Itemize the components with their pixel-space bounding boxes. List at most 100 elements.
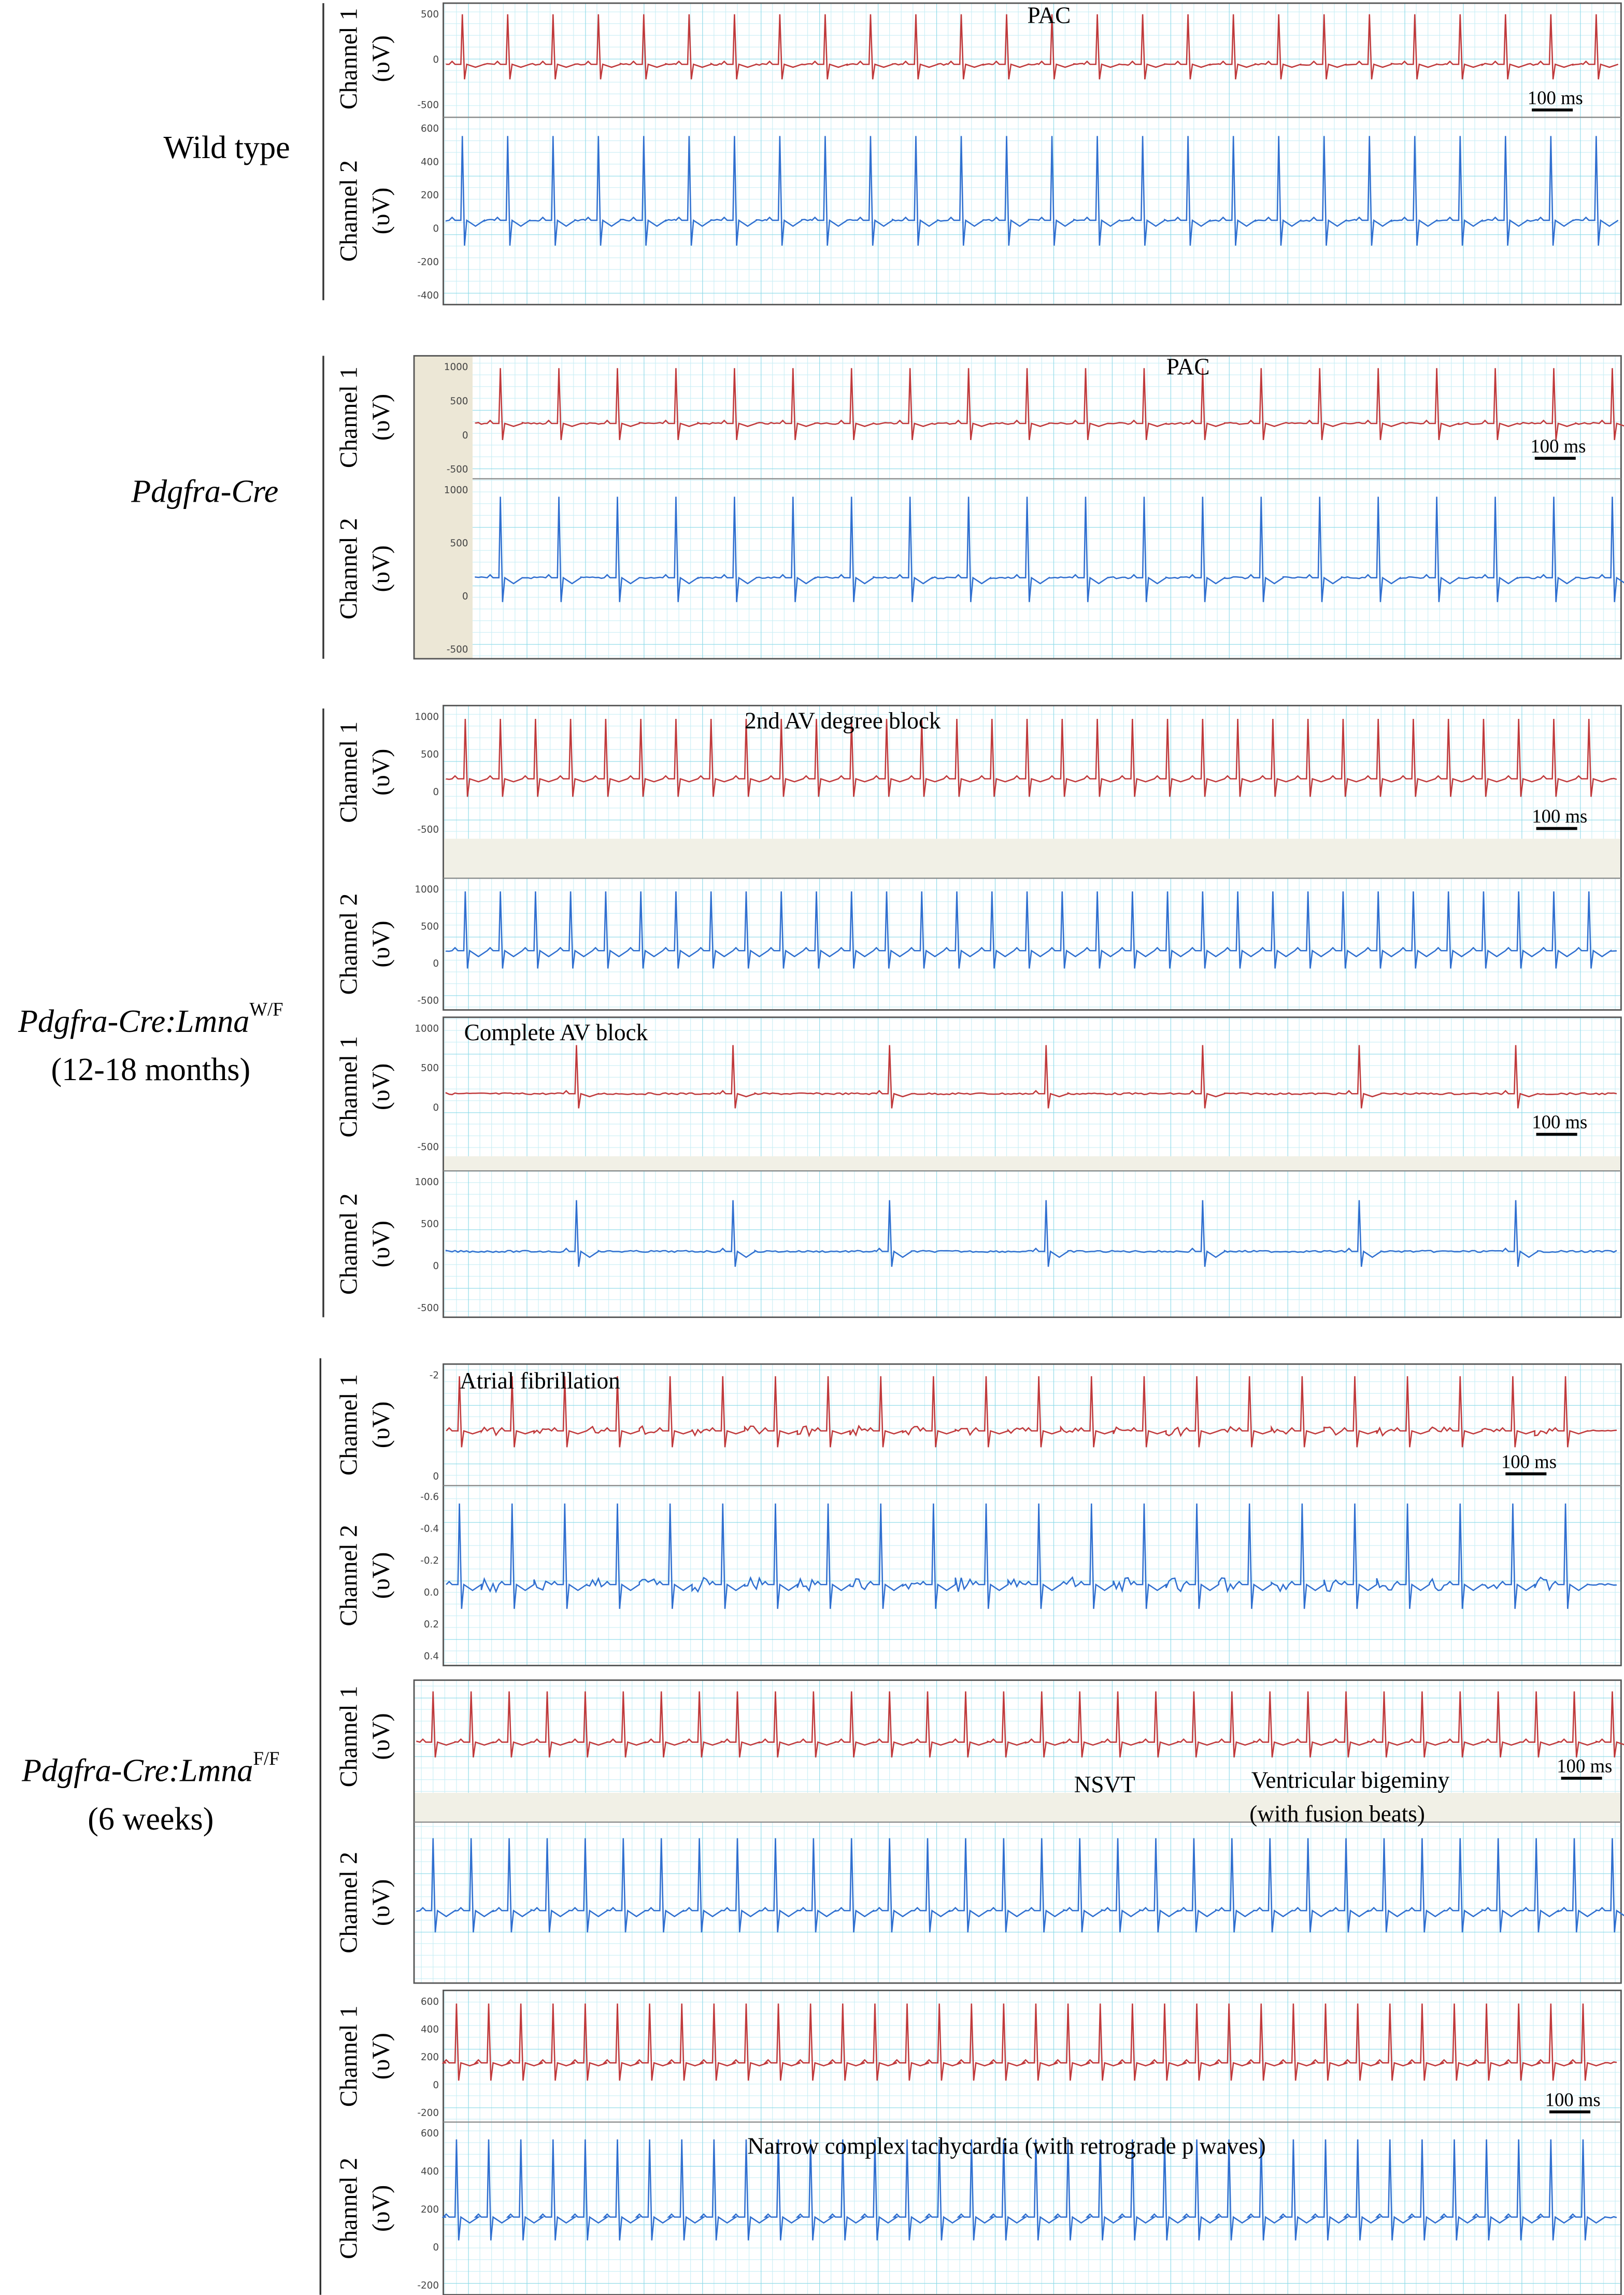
ecg-trace bbox=[445, 891, 1617, 969]
annotation: Narrow complex tachycardia (with retrogr… bbox=[747, 2133, 1266, 2159]
y-tick-label: -500 bbox=[417, 100, 439, 111]
y-tick-label: 0 bbox=[433, 223, 439, 234]
y-tick-label: 1000 bbox=[415, 1023, 439, 1034]
plot-frame bbox=[443, 1016, 1622, 1318]
y-tick-label: 1000 bbox=[415, 712, 439, 722]
plot-frame bbox=[443, 704, 1622, 1011]
y-tick-label: -0.2 bbox=[420, 1555, 439, 1566]
group-label-sup: W/F bbox=[249, 999, 283, 1020]
y-tick-label: 0 bbox=[433, 54, 439, 65]
channel-unit: (υV) bbox=[367, 1221, 395, 1267]
y-tick-label: -500 bbox=[417, 824, 439, 835]
channel-label: Channel 2 bbox=[335, 518, 363, 619]
annotation: NSVT bbox=[1074, 1772, 1135, 1797]
ecg-trace bbox=[445, 14, 1619, 80]
group-label-text: Pdgfra-Cre:Lmna bbox=[21, 1753, 253, 1789]
plot-grid bbox=[443, 1364, 1621, 1666]
y-tick-label: 500 bbox=[450, 396, 468, 407]
plot-grid bbox=[414, 1680, 1621, 1984]
channel-label: Channel 2 bbox=[335, 2158, 363, 2259]
group-label: Pdgfra-Cre:LmnaW/F bbox=[18, 999, 283, 1039]
y-tick-label: -500 bbox=[417, 1142, 439, 1153]
y-tick-label: 1000 bbox=[444, 485, 468, 495]
divider-strip bbox=[443, 1156, 1621, 1171]
channel-unit: (υV) bbox=[367, 1552, 395, 1599]
plot-grid bbox=[472, 356, 1621, 659]
divider-strip bbox=[443, 839, 1621, 879]
y-tick-label: 400 bbox=[421, 2024, 439, 2035]
y-tick-label: 500 bbox=[421, 1219, 439, 1230]
annotation: Ventricular bigeminy bbox=[1251, 1767, 1450, 1793]
y-tick-label: 0 bbox=[433, 2080, 439, 2091]
group-label-sup: F/F bbox=[253, 1748, 279, 1769]
y-tick-label: 0.2 bbox=[424, 1619, 439, 1630]
y-tick-label: -400 bbox=[417, 290, 439, 301]
channel-label: Channel 1 bbox=[335, 1374, 363, 1476]
group-sublabel: (6 weeks) bbox=[88, 1802, 213, 1837]
y-tick-label: -500 bbox=[417, 996, 439, 1007]
y-tick-label: 400 bbox=[421, 2166, 439, 2177]
channel-label: Channel 2 bbox=[335, 1852, 363, 1953]
plot-frame bbox=[443, 2, 1622, 306]
group-label: Wild type bbox=[164, 130, 290, 165]
scale-bar-label: 100 ms bbox=[1545, 2089, 1601, 2110]
ecg-trace bbox=[445, 1045, 1617, 1109]
y-tick-label: 200 bbox=[421, 190, 439, 201]
annotation: Complete AV block bbox=[464, 1019, 648, 1045]
channel-label: Channel 1 bbox=[335, 1685, 363, 1787]
annotation: 2nd AV degree block bbox=[745, 708, 941, 734]
plot-grid bbox=[443, 1990, 1621, 2295]
ecg-trace bbox=[416, 1691, 1624, 1758]
y-tick-label: 0 bbox=[433, 1261, 439, 1272]
ecg-trace bbox=[416, 1838, 1624, 1933]
group-label: Pdgfra-Cre bbox=[131, 474, 278, 509]
y-tick-label: 400 bbox=[421, 157, 439, 167]
y-tick-label: 0 bbox=[462, 430, 468, 441]
group-label: Pdgfra-Cre:LmnaF/F bbox=[21, 1748, 279, 1788]
y-tick-label: 500 bbox=[421, 749, 439, 760]
y-tick-label: 0 bbox=[462, 591, 468, 602]
channel-label: Channel 2 bbox=[335, 1525, 363, 1626]
y-tick-label: 600 bbox=[421, 1996, 439, 2007]
y-tick-label: 0.4 bbox=[424, 1651, 439, 1662]
scale-bar-label: 100 ms bbox=[1557, 1755, 1612, 1777]
channel-label: Channel 2 bbox=[335, 1193, 363, 1295]
y-tick-label: -200 bbox=[417, 2107, 439, 2118]
y-tick-label: -500 bbox=[447, 464, 468, 475]
y-tick-label: 0 bbox=[433, 2242, 439, 2253]
ecg-trace bbox=[475, 368, 1624, 441]
scale-bar-label: 100 ms bbox=[1532, 1111, 1587, 1132]
ecg-trace bbox=[445, 718, 1617, 797]
divider-strip bbox=[414, 1793, 1621, 1822]
channel-label: Channel 1 bbox=[335, 366, 363, 468]
y-tick-label: 500 bbox=[421, 9, 439, 20]
channel-unit: (υV) bbox=[367, 749, 395, 796]
channel-unit: (υV) bbox=[367, 1879, 395, 1926]
channel-label: Channel 1 bbox=[335, 2005, 363, 2107]
y-tick-label: 0 bbox=[433, 1102, 439, 1113]
channel-unit: (υV) bbox=[367, 394, 395, 441]
channel-unit: (υV) bbox=[367, 35, 395, 82]
channel-unit: (υV) bbox=[367, 1713, 395, 1760]
channel-unit: (υV) bbox=[367, 1064, 395, 1110]
group-label-text: Pdgfra-Cre bbox=[131, 474, 278, 509]
ecg-trace bbox=[446, 1503, 1617, 1609]
channel-unit: (υV) bbox=[367, 545, 395, 592]
y-tick-label: -200 bbox=[417, 2280, 439, 2291]
y-tick-label: -500 bbox=[417, 1303, 439, 1314]
channel-label: Channel 1 bbox=[335, 1036, 363, 1138]
y-tick-label: 600 bbox=[421, 2128, 439, 2139]
y-tick-label: 1000 bbox=[415, 884, 439, 895]
group-label-text: Wild type bbox=[164, 130, 290, 165]
y-tick-label: 600 bbox=[421, 123, 439, 134]
y-tick-label: -0.6 bbox=[420, 1492, 439, 1503]
ecg-trace bbox=[475, 497, 1624, 602]
channel-label: Channel 2 bbox=[335, 160, 363, 262]
channel-unit: (υV) bbox=[367, 2185, 395, 2232]
y-tick-label: 0 bbox=[433, 958, 439, 969]
plot-frame bbox=[413, 355, 1622, 660]
y-tick-label: -2 bbox=[430, 1370, 439, 1381]
plot-frame bbox=[413, 1679, 1622, 1984]
y-tick-label: 0.0 bbox=[424, 1587, 439, 1598]
